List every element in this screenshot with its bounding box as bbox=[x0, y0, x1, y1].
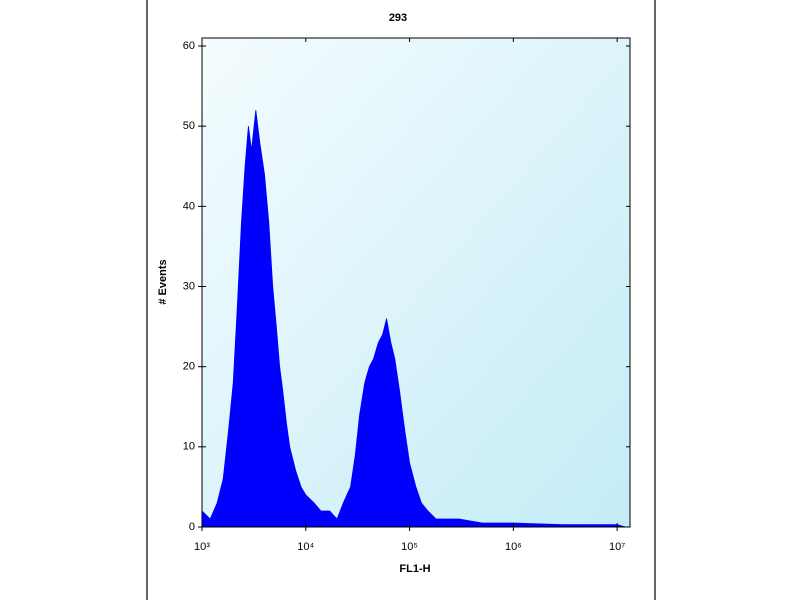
y-tick-label: 20 bbox=[183, 361, 195, 373]
x-tick-label: 10⁵ bbox=[401, 541, 418, 553]
y-tick-label: 10 bbox=[183, 441, 195, 453]
plot-border bbox=[201, 37, 631, 528]
y-tick-label: 0 bbox=[189, 521, 195, 533]
x-tick-label: 10⁴ bbox=[297, 541, 314, 553]
x-axis-label: FL1-H bbox=[399, 563, 430, 575]
x-tick-label: 10³ bbox=[194, 541, 210, 553]
chart-title: 293 bbox=[389, 12, 407, 24]
x-tick-label: 10⁶ bbox=[505, 541, 522, 553]
y-axis-label: # Events bbox=[157, 259, 169, 304]
x-tick-label: 10⁷ bbox=[609, 541, 625, 553]
y-tick-label: 40 bbox=[183, 200, 195, 212]
histogram-area bbox=[201, 110, 626, 528]
y-tick-label: 50 bbox=[183, 120, 195, 132]
y-tick-label: 30 bbox=[183, 280, 195, 292]
y-tick-label: 60 bbox=[183, 40, 195, 52]
